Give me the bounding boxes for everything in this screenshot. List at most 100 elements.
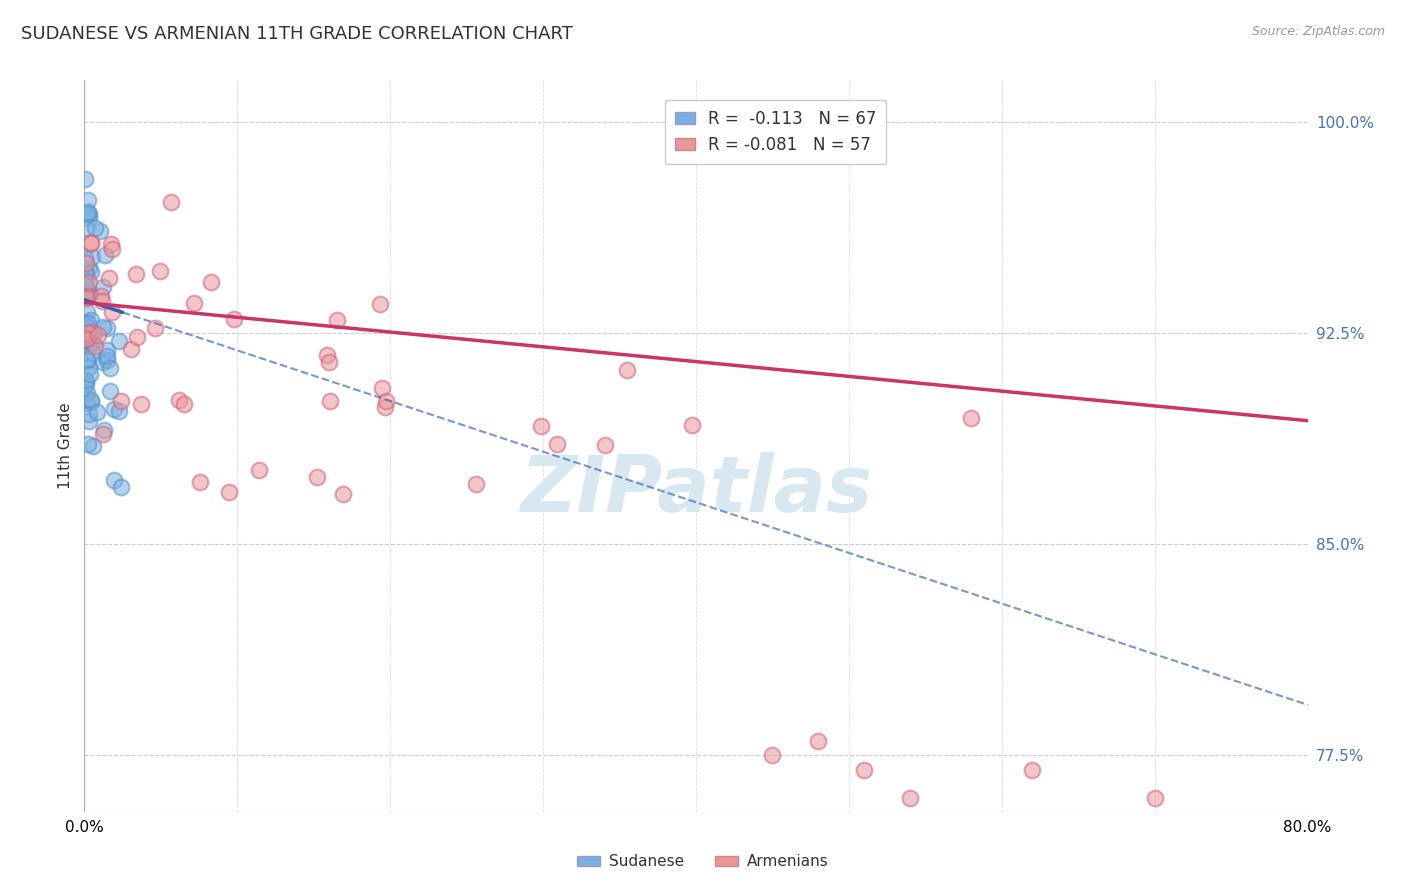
Point <box>79 286 101 301</box>
Point <box>80 392 103 407</box>
Point <box>96 343 118 358</box>
Point <box>853 763 876 777</box>
Point <box>368 297 391 311</box>
Point <box>103 401 125 416</box>
Point <box>80 326 103 340</box>
Point <box>98 361 121 376</box>
Point <box>183 295 205 310</box>
Point <box>77 260 100 275</box>
Point <box>76 207 98 221</box>
Point <box>82 439 104 453</box>
Point <box>76 386 98 401</box>
Point <box>100 384 122 398</box>
Point <box>616 363 638 377</box>
Point <box>761 748 783 763</box>
Point <box>91 355 114 369</box>
Point <box>120 342 142 356</box>
Point <box>83 338 105 352</box>
Point <box>75 289 97 303</box>
Text: Source: ZipAtlas.com: Source: ZipAtlas.com <box>1251 25 1385 38</box>
Point <box>125 330 148 344</box>
Point <box>307 470 329 484</box>
Text: ZIPatlas: ZIPatlas <box>520 452 872 528</box>
Point <box>75 252 97 266</box>
Point <box>96 321 118 335</box>
Legend: Sudanese, Armenians: Sudanese, Armenians <box>571 848 835 875</box>
Point <box>80 313 103 327</box>
Point <box>76 316 98 330</box>
Point <box>374 394 396 409</box>
Point <box>898 790 921 805</box>
Point <box>83 326 105 341</box>
Point <box>87 328 110 343</box>
Point <box>200 275 222 289</box>
Point <box>110 394 132 409</box>
Point <box>82 345 104 359</box>
Point <box>1143 790 1166 805</box>
Point <box>76 354 98 368</box>
Point <box>75 266 97 280</box>
Point <box>79 395 101 409</box>
Point <box>101 242 124 256</box>
Point <box>75 265 97 279</box>
Point <box>80 235 103 250</box>
Point <box>167 393 190 408</box>
Point <box>77 339 100 353</box>
Point <box>77 414 100 428</box>
Point <box>103 473 125 487</box>
Point <box>108 334 131 348</box>
Point <box>91 279 114 293</box>
Point <box>76 193 98 207</box>
Point <box>75 274 97 288</box>
Point <box>316 347 339 361</box>
Point <box>249 463 271 477</box>
Point <box>77 437 100 451</box>
Point <box>593 438 616 452</box>
Point <box>76 352 98 367</box>
Point <box>76 291 98 305</box>
Point <box>77 407 100 421</box>
Point <box>75 334 97 348</box>
Point <box>77 283 100 297</box>
Point <box>173 397 195 411</box>
Point <box>222 311 245 326</box>
Point <box>465 476 488 491</box>
Point <box>77 211 100 226</box>
Point <box>218 484 240 499</box>
Point <box>98 271 121 285</box>
Point <box>75 377 97 392</box>
Point <box>79 367 101 381</box>
Point <box>84 221 107 235</box>
Point <box>79 265 101 279</box>
Point <box>77 289 100 303</box>
Point <box>75 318 97 332</box>
Point <box>86 405 108 419</box>
Point <box>101 305 124 319</box>
Point <box>110 480 132 494</box>
Point <box>75 256 97 270</box>
Point <box>77 204 100 219</box>
Point <box>960 410 983 425</box>
Point <box>1021 763 1043 777</box>
Point <box>318 355 340 369</box>
Point <box>91 319 114 334</box>
Point <box>332 487 354 501</box>
Point <box>75 221 97 235</box>
Point <box>77 359 100 374</box>
Point <box>75 278 97 293</box>
Point <box>530 419 553 434</box>
Point <box>80 235 103 250</box>
Legend: R =  -0.113   N = 67, R = -0.081   N = 57: R = -0.113 N = 67, R = -0.081 N = 57 <box>665 100 886 164</box>
Point <box>82 250 104 264</box>
Point <box>91 427 114 442</box>
Point <box>75 373 97 387</box>
Point <box>91 293 114 308</box>
Point <box>129 397 152 411</box>
Point <box>76 326 98 340</box>
Point <box>160 195 183 210</box>
Point <box>76 396 98 410</box>
Point <box>76 327 98 342</box>
Point <box>90 288 112 302</box>
Point <box>75 319 97 334</box>
Point <box>371 381 394 395</box>
